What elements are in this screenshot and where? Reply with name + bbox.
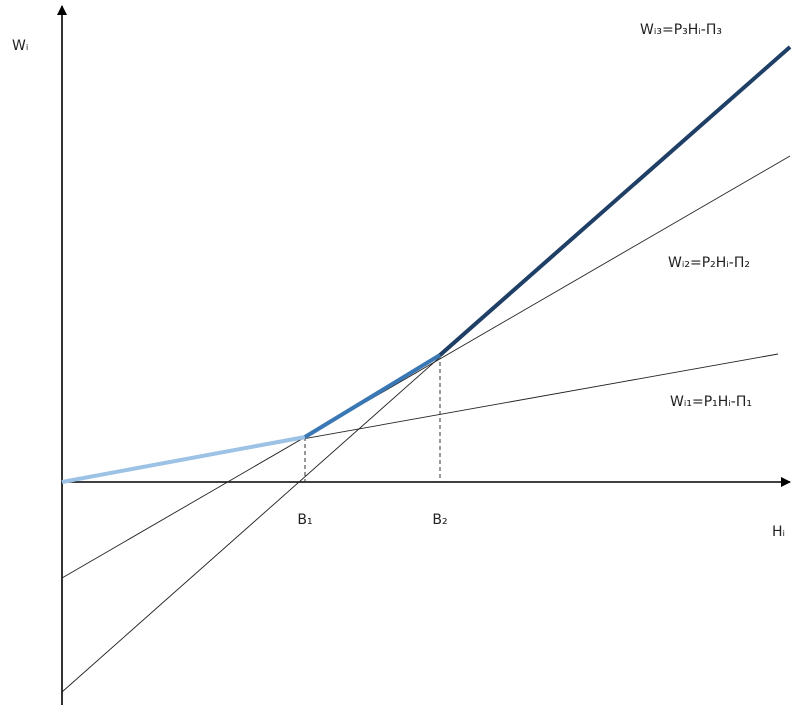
w1-label: Wᵢ₁=P₁Hᵢ-П₁ — [670, 394, 752, 410]
w2-label: Wᵢ₂=P₂Hᵢ-П₂ — [668, 255, 750, 271]
line-w2 — [61, 155, 791, 579]
envelope-segment-2 — [303, 353, 442, 439]
b2-label: B₂ — [432, 512, 447, 528]
x-axis-label: Hᵢ — [772, 524, 785, 540]
b1-label: B₁ — [297, 512, 312, 528]
envelope-segment-3 — [438, 45, 792, 357]
w3-label: Wᵢ₃=P₃Hᵢ-П₃ — [640, 22, 722, 38]
envelope-segment-1 — [61, 435, 306, 484]
y-axis-label: Wᵢ — [12, 38, 28, 54]
